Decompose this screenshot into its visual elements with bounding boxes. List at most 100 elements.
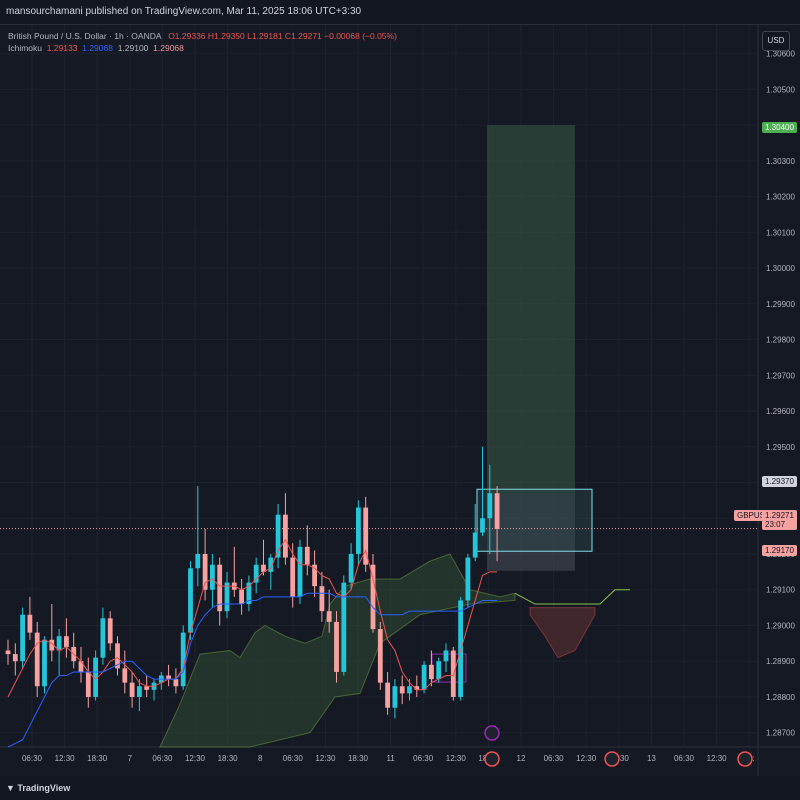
y-tick-label: 1.28700	[766, 729, 795, 738]
candle-body	[64, 636, 69, 647]
candle-body	[202, 553, 208, 590]
candle-body	[137, 686, 142, 697]
y-tick-label: 1.29500	[766, 443, 795, 452]
candle-body	[129, 682, 135, 697]
ichimoku-value-1: 1.29133	[46, 43, 78, 53]
candle-body	[115, 643, 120, 669]
kijun-sen-line	[7, 592, 498, 748]
candle-body	[253, 564, 259, 583]
candle-body	[180, 632, 186, 687]
candle-body	[78, 661, 84, 672]
candle-body	[107, 618, 113, 644]
x-tick-label: 12:30	[185, 754, 206, 763]
ichimoku-value-2: 1.29068	[82, 43, 113, 53]
entry-price-tag: 1.29370	[762, 476, 797, 487]
y-tick-label: 1.30300	[766, 157, 795, 166]
candle-body	[268, 557, 274, 572]
y-tick-label: 1.29700	[766, 371, 795, 380]
symbol-tag: GBPUSD	[734, 510, 774, 521]
stop-zone	[487, 493, 575, 571]
candle-body	[173, 679, 179, 687]
candle-body	[480, 518, 485, 533]
indicator-name[interactable]: Ichimoku	[8, 43, 43, 53]
candle-body	[20, 614, 25, 662]
price-chart[interactable]: 1.30600 1.30500 1.30400 1.30300 1.30200 1.301…	[0, 25, 800, 777]
y-tick-label: 1.29600	[766, 407, 795, 416]
candle-body	[56, 636, 62, 651]
candle-body	[377, 629, 383, 683]
candle-body	[312, 564, 317, 587]
x-tick-label: 06:30	[544, 754, 565, 763]
y-tick-label: 1.29100	[766, 586, 795, 595]
x-tick-label: 18:30	[218, 754, 239, 763]
candle-body	[12, 654, 18, 662]
ohlc-values: O1.29336 H1.29350 L1.29181 C1.29271 −0.0…	[168, 31, 397, 41]
x-tick-label: 12:30	[707, 754, 728, 763]
symbol-row: British Pound / U.S. Dollar · 1h · OANDA…	[8, 30, 397, 42]
candle-body	[261, 564, 266, 572]
x-tick-label: 18:30	[87, 754, 108, 763]
event-icon	[604, 751, 620, 767]
x-tick-label: 06:30	[413, 754, 434, 763]
highlight-box	[476, 488, 593, 552]
currency-button[interactable]: USD	[762, 31, 790, 51]
candle-body	[217, 564, 223, 612]
senkou-span-a-future	[514, 589, 630, 605]
candle-body	[27, 614, 33, 633]
last-price: 1.29271	[765, 511, 794, 520]
candle-body	[188, 568, 193, 633]
candle-body	[34, 632, 40, 687]
tenkan-sen-line	[7, 538, 498, 698]
y-tick-label: 1.29000	[766, 621, 795, 630]
candle-body	[334, 621, 339, 672]
candle-body	[458, 600, 463, 697]
y-tick-label: 1.28900	[766, 657, 795, 666]
x-tick-label: 06:30	[152, 754, 173, 763]
brand-name: TradingView	[17, 783, 71, 793]
candle-body	[421, 664, 427, 690]
candle-body	[290, 557, 296, 597]
x-tick-label: 11	[386, 754, 395, 763]
symbol-title[interactable]: British Pound / U.S. Dollar · 1h · OANDA	[8, 31, 162, 41]
candle-body	[465, 557, 471, 601]
candle-body	[356, 507, 361, 554]
candle-body	[348, 553, 354, 583]
x-tick-label: 13	[647, 754, 656, 763]
x-tick-label: 12:30	[55, 754, 76, 763]
indicator-row: Ichimoku 1.29133 1.29068 1.29100 1.29068	[8, 42, 397, 54]
x-tick-label: 12:30	[315, 754, 336, 763]
candle-body	[472, 532, 478, 558]
candle-body	[414, 686, 420, 690]
candle-body	[487, 493, 493, 519]
x-tick-label: 12:30	[446, 754, 467, 763]
last-price-tag: 1.29271 23:07	[762, 510, 797, 530]
y-tick-label: 1.29900	[766, 300, 795, 309]
candle-body	[399, 686, 405, 694]
candle-body	[297, 546, 303, 597]
bar-countdown: 23:07	[765, 520, 786, 529]
publisher-bar: mansourchamani published on TradingView.…	[0, 0, 800, 24]
x-tick-label: 06:30	[283, 754, 304, 763]
target-price-tag: 1.30400	[762, 122, 797, 133]
candle-body	[326, 611, 332, 622]
x-tick-label: 12	[517, 754, 526, 763]
candle-body	[392, 686, 398, 708]
y-tick-label: 1.30100	[766, 228, 795, 237]
candle-body	[93, 657, 98, 697]
candle-body	[363, 507, 369, 565]
chart-legend: British Pound / U.S. Dollar · 1h · OANDA…	[8, 30, 397, 54]
publisher-line: mansourchamani published on TradingView.…	[6, 6, 362, 17]
candle-body	[42, 639, 47, 687]
candle-body	[49, 639, 55, 651]
target-zone	[487, 125, 575, 494]
x-tick-label: 8	[258, 754, 263, 763]
chart-area[interactable]: 1.30600 1.30500 1.30400 1.30300 1.30200 1.301…	[0, 24, 800, 777]
candle-body	[341, 582, 347, 672]
x-tick-label: 18:30	[348, 754, 369, 763]
candle-body	[275, 514, 281, 558]
candle-body	[319, 586, 325, 612]
x-tick-label: 06:30	[674, 754, 695, 763]
candle-body	[5, 650, 11, 655]
y-tick-label: 1.30500	[766, 85, 795, 94]
tradingview-logo[interactable]: ▼ TradingView	[6, 783, 70, 793]
